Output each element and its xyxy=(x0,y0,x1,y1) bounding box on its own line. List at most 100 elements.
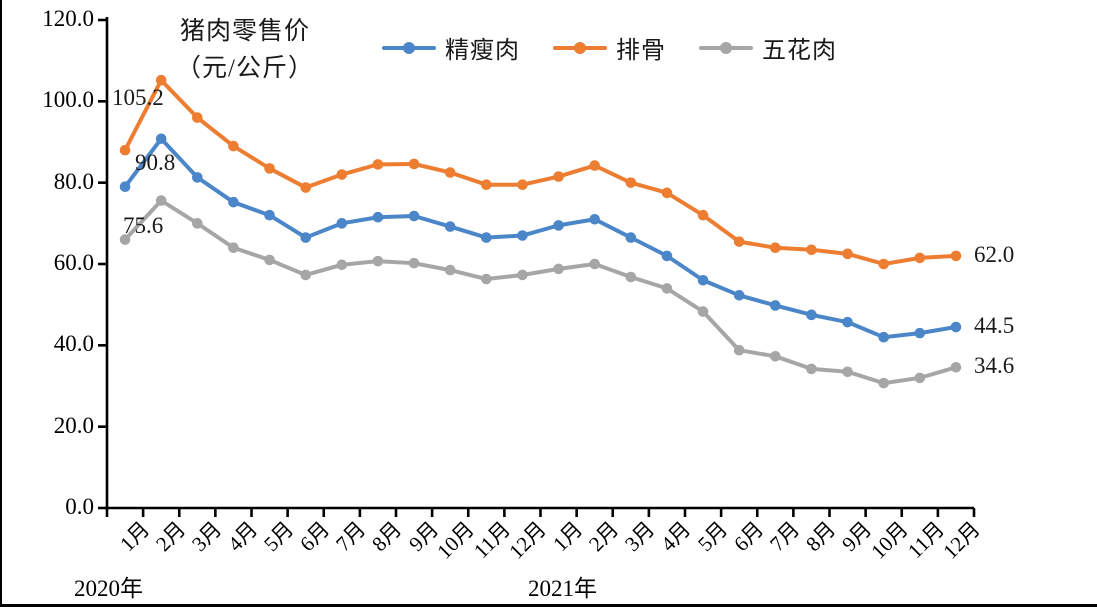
data-point-ribs xyxy=(264,163,275,174)
data-point-lean-pork xyxy=(517,230,528,241)
data-point-pork-belly xyxy=(372,255,384,267)
series-line-pork-belly xyxy=(123,198,958,386)
line-marker-icon xyxy=(699,41,753,54)
legend-item-lean-pork: 精瘦肉 xyxy=(382,30,520,65)
data-point-ribs xyxy=(336,169,348,180)
data-point-lean-pork xyxy=(300,232,311,243)
y-axis-label: 120.0 xyxy=(42,6,94,31)
y-axis-label: 80.0 xyxy=(53,168,94,194)
data-point-lean-pork xyxy=(444,221,456,232)
data-point-ribs xyxy=(444,167,456,178)
data-point-lean-pork xyxy=(625,232,637,243)
series-end-label-ribs: 62.0 xyxy=(973,241,1015,267)
data-point-lean-pork xyxy=(481,232,492,243)
data-point-pork-belly xyxy=(661,283,673,294)
data-point-ribs xyxy=(806,244,817,256)
data-point-ribs xyxy=(770,242,781,254)
data-point-pork-belly xyxy=(444,264,456,276)
data-point-ribs xyxy=(697,209,709,221)
data-point-pork-belly xyxy=(950,361,962,373)
data-point-lean-pork xyxy=(228,196,239,208)
data-point-ribs xyxy=(589,160,600,171)
data-point-lean-pork xyxy=(119,181,131,193)
series-end-label-lean-pork: 44.5 xyxy=(973,313,1015,339)
legend-item-pork-belly: 五花肉 xyxy=(699,30,837,65)
data-point-ribs xyxy=(119,144,131,156)
legend-item-ribs: 排骨 xyxy=(553,30,666,65)
data-point-pork-belly xyxy=(155,195,167,206)
legend-label-lean-pork: 精瘦肉 xyxy=(445,38,520,64)
chart-title-line2: （元/公斤） xyxy=(176,55,314,82)
data-point-pork-belly xyxy=(914,372,926,384)
data-point-ribs xyxy=(481,179,492,190)
data-point-pork-belly xyxy=(336,259,348,271)
data-point-ribs xyxy=(661,187,673,199)
legend-label-pork-belly: 五花肉 xyxy=(762,38,837,64)
dot-icon xyxy=(403,41,415,54)
data-point-lean-pork xyxy=(155,133,167,145)
data-point-lean-pork xyxy=(192,172,203,183)
line-marker-icon xyxy=(553,41,607,54)
data-point-lean-pork xyxy=(950,321,962,333)
data-point-ribs xyxy=(192,112,203,123)
data-point-lean-pork xyxy=(336,218,348,229)
data-point-ribs xyxy=(155,74,167,86)
chart-title-line1: 猪肉零售价 xyxy=(179,18,310,45)
data-point-lean-pork xyxy=(697,274,709,286)
data-point-pork-belly xyxy=(517,269,528,281)
data-point-ribs xyxy=(553,171,564,182)
data-point-pork-belly xyxy=(878,377,889,389)
data-point-lean-pork xyxy=(408,210,420,222)
dot-icon xyxy=(720,41,732,54)
x-axis-year-label-2020: 2020年 xyxy=(74,576,143,601)
data-point-pork-belly xyxy=(192,218,203,229)
dot-icon xyxy=(574,41,586,54)
data-point-ribs xyxy=(372,159,384,170)
data-point-pork-belly xyxy=(625,271,637,283)
y-axis-label: 20.0 xyxy=(53,412,94,438)
data-point-ribs xyxy=(950,250,962,262)
data-label-ribs: 105.2 xyxy=(112,85,164,110)
data-point-ribs xyxy=(408,158,420,170)
data-point-ribs xyxy=(733,236,745,247)
data-point-pork-belly xyxy=(697,306,709,317)
y-axis-label: 100.0 xyxy=(42,87,94,113)
data-label-pork-belly: 75.6 xyxy=(123,213,164,238)
series-line-lean-pork xyxy=(123,136,958,340)
legend: 精瘦肉 排骨 五花肉 xyxy=(382,30,837,65)
data-point-pork-belly xyxy=(481,273,492,285)
x-axis-year-label-2021: 2021年 xyxy=(528,576,597,601)
data-point-lean-pork xyxy=(553,220,564,231)
data-point-pork-belly xyxy=(228,242,239,254)
data-point-ribs xyxy=(300,182,311,193)
data-point-ribs xyxy=(625,177,637,188)
legend-label-ribs: 排骨 xyxy=(616,38,666,64)
data-point-lean-pork xyxy=(842,316,853,328)
y-axis-label: 40.0 xyxy=(53,331,94,357)
data-point-pork-belly xyxy=(300,269,311,281)
data-point-pork-belly xyxy=(842,366,853,378)
data-point-lean-pork xyxy=(372,211,384,223)
data-point-ribs xyxy=(914,252,926,264)
data-point-lean-pork xyxy=(661,250,673,262)
y-axis-label: 60.0 xyxy=(53,250,94,275)
data-point-pork-belly xyxy=(553,263,564,275)
data-point-ribs xyxy=(228,140,239,152)
data-point-lean-pork xyxy=(589,213,600,225)
data-point-ribs xyxy=(517,179,528,190)
data-point-ribs xyxy=(878,258,889,270)
chart-title: 猪肉零售价 （元/公斤） xyxy=(160,13,330,87)
data-point-pork-belly xyxy=(770,351,781,362)
data-point-lean-pork xyxy=(914,327,926,339)
data-point-pork-belly xyxy=(408,257,420,269)
data-point-pork-belly xyxy=(733,344,745,356)
data-point-lean-pork xyxy=(878,331,889,343)
data-point-lean-pork xyxy=(733,290,745,301)
data-point-ribs xyxy=(842,248,853,260)
data-point-pork-belly xyxy=(589,258,600,270)
data-label-lean-pork: 90.8 xyxy=(135,150,176,175)
data-point-lean-pork xyxy=(770,300,781,311)
data-point-pork-belly xyxy=(806,363,817,375)
